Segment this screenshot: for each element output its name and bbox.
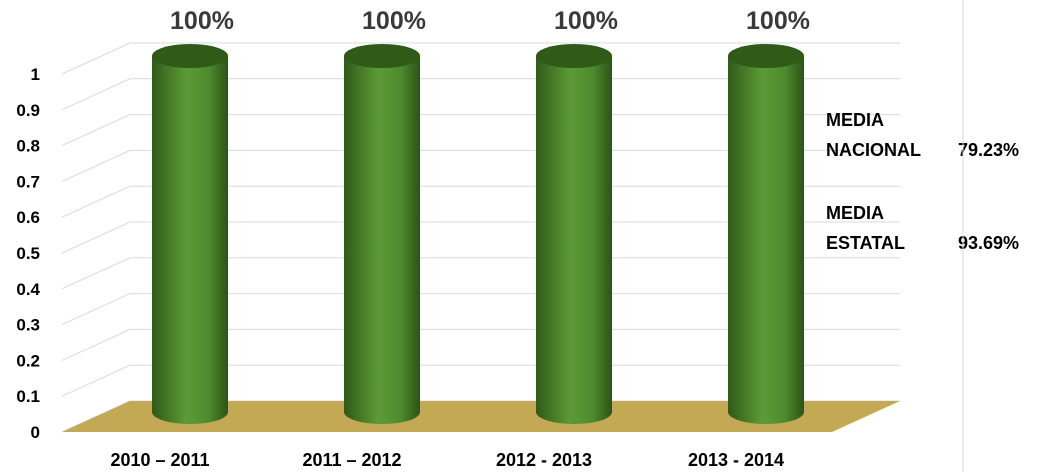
annotation-label: MEDIA [826, 203, 884, 223]
chart-floor [62, 401, 900, 432]
x-axis-labels: 2010 – 2011 2011 – 2012 2012 - 2013 2013 - … [110, 450, 784, 470]
annotation-value: 93.69% [958, 233, 1019, 253]
x-tick-label: 2011 – 2012 [302, 450, 401, 470]
gridline-wall [61, 114, 131, 147]
data-label: 100% [362, 7, 426, 35]
annotation-label: ESTATAL [826, 233, 905, 253]
bar-4 [728, 44, 804, 424]
bar-top [728, 44, 804, 68]
bar-body [728, 56, 804, 424]
y-tick-label: 0.4 [16, 280, 40, 299]
data-label: 100% [746, 7, 810, 35]
y-tick-label: 1 [31, 65, 40, 84]
y-tick-label: 0.7 [16, 172, 40, 191]
annotation-label: NACIONAL [826, 140, 921, 160]
floor-plane [62, 401, 900, 432]
gridline-wall [61, 328, 131, 361]
x-tick-label: 2010 – 2011 [110, 450, 209, 470]
annotation-label: MEDIA [826, 110, 884, 130]
bar-body [344, 56, 420, 424]
gridline-wall [61, 257, 131, 290]
y-tick-label: 0.8 [16, 137, 40, 156]
gridline-wall [61, 221, 131, 254]
y-tick-label: 0 [31, 423, 40, 442]
y-tick-label: 0.1 [16, 387, 40, 406]
y-tick-label: 0.3 [16, 316, 40, 335]
gridline-wall [61, 364, 131, 397]
data-labels: 100% 100% 100% 100% [170, 7, 810, 35]
x-tick-label: 2012 - 2013 [496, 450, 592, 470]
bar-top [536, 44, 612, 68]
bar-body [536, 56, 612, 424]
bar-top [344, 44, 420, 68]
data-label: 100% [170, 7, 234, 35]
y-tick-label: 0.9 [16, 101, 40, 120]
annotation-value: 79.23% [958, 140, 1019, 160]
gridline-wall [61, 293, 131, 326]
bar-1 [152, 44, 228, 424]
x-tick-label: 2013 - 2014 [688, 450, 784, 470]
y-axis-ticks: 0 0.1 0.2 0.3 0.4 0.5 0.6 0.7 0.8 0.9 1 [16, 65, 40, 442]
gridline-wall [61, 185, 131, 218]
gridline-wall [61, 78, 131, 111]
annotations: MEDIA NACIONAL 79.23% MEDIA ESTATAL 93.69% [826, 110, 1019, 253]
gridline-wall [61, 149, 131, 182]
data-label: 100% [554, 7, 618, 35]
bars [152, 44, 804, 424]
gridline-wall [61, 42, 131, 75]
bar-2 [344, 44, 420, 424]
bar-top [152, 44, 228, 68]
bar-3 [536, 44, 612, 424]
bar-body [152, 56, 228, 424]
y-tick-label: 0.2 [16, 351, 40, 370]
y-tick-label: 0.6 [16, 208, 40, 227]
y-tick-label: 0.5 [16, 244, 40, 263]
